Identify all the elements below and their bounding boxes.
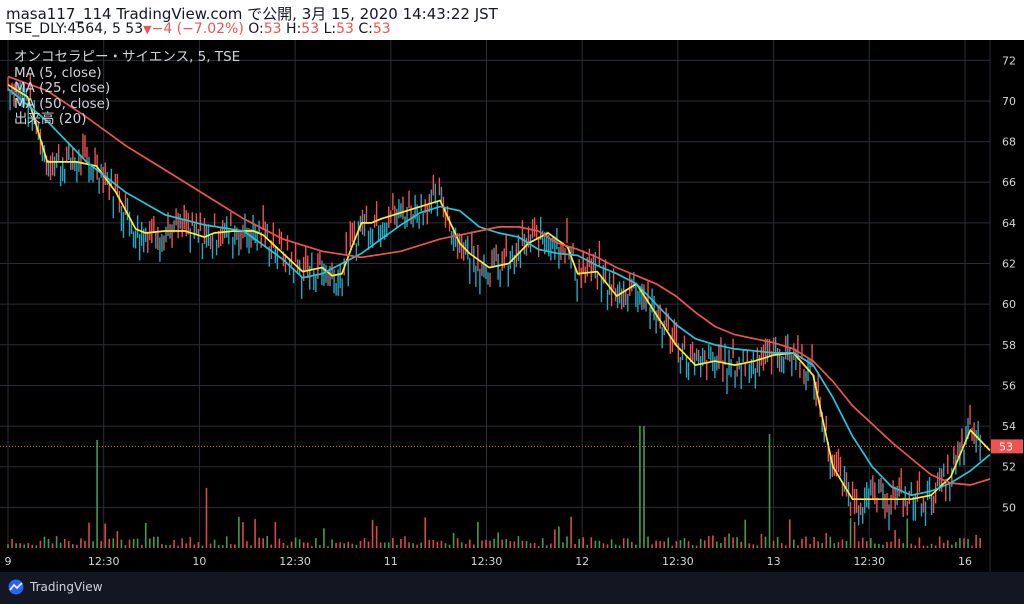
price-tick-label: 68 [1002, 136, 1016, 149]
last-price-label: 53 [999, 440, 1013, 453]
close-label: C: [358, 21, 373, 37]
price-chart[interactable]: 50 52 54 56 58 60 62 64 66 68 70 72 53 9 12:30 10 12:30… [0, 40, 1024, 572]
price-tick-label: 54 [1002, 420, 1016, 433]
tradingview-logo-icon[interactable] [6, 579, 26, 595]
low-value: 53 [336, 21, 354, 37]
tradingview-brand[interactable]: TradingView [30, 580, 103, 594]
legend-volume[interactable]: 出来高 (20) [14, 111, 87, 127]
footer-bar [0, 572, 1024, 604]
ohlc-readout: TSE_DLY:4564, 5 53▼−4 (−7.02%) O:53 H:53… [6, 21, 391, 37]
chart-background [0, 40, 1024, 572]
high-value: 53 [301, 21, 320, 37]
chart-legend: オンコセラピー・サイエンス, 5, TSE MA (5, close) MA (… [14, 49, 241, 128]
ma50-line [7, 75, 991, 486]
ma-lines [7, 75, 991, 501]
time-axis[interactable]: 9 12:30 10 12:30 11 12:30 12 12:30 13 12:30 16 [5, 555, 973, 568]
time-tick-label: 11 [384, 555, 398, 568]
time-tick-label: 12:30 [88, 555, 120, 568]
price-tick-label: 56 [1002, 379, 1016, 392]
open-value: 53 [263, 21, 282, 37]
low-label: L: [323, 21, 337, 37]
time-tick-label: 12:30 [279, 555, 311, 568]
change-value: −4 (−7.02%) [151, 21, 244, 37]
ma5-line [7, 83, 991, 501]
time-tick-label: 10 [192, 555, 206, 568]
legend-ma25[interactable]: MA (25, close) [14, 80, 111, 96]
price-tick-label: 66 [1002, 176, 1016, 189]
symbol-label: TSE_DLY:4564, 5 53 [6, 21, 144, 37]
ma25-line [7, 88, 991, 497]
price-axis[interactable]: 50 52 54 56 58 60 62 64 66 68 70 72 53 [991, 54, 1023, 514]
legend-ma5[interactable]: MA (5, close) [14, 64, 102, 81]
price-tick-label: 64 [1002, 217, 1016, 230]
price-tick-label: 72 [1002, 54, 1016, 67]
time-tick-label: 12:30 [471, 555, 503, 568]
down-arrow-icon: ▼ [143, 23, 152, 36]
close-value: 53 [372, 21, 391, 37]
publish-info: masa117_114 TradingView.com で公開, 3月 15, … [6, 5, 498, 23]
last-price-badge [991, 439, 1023, 454]
legend-title: オンコセラピー・サイエンス, 5, TSE [14, 49, 241, 65]
price-tick-label: 58 [1002, 339, 1016, 352]
time-tick-label: 12:30 [662, 555, 694, 568]
open-label: O: [248, 21, 264, 37]
price-tick-label: 60 [1002, 298, 1016, 311]
price-tick-label: 50 [1002, 501, 1016, 514]
price-tick-label: 70 [1002, 95, 1016, 108]
time-tick-label: 9 [5, 555, 12, 568]
high-label: H: [286, 21, 302, 37]
chart-grid [0, 40, 991, 572]
volume-bars [7, 426, 981, 548]
time-tick-label: 12 [575, 555, 589, 568]
time-tick-label: 12:30 [853, 555, 885, 568]
price-tick-label: 62 [1002, 258, 1016, 271]
legend-ma50[interactable]: MA (50, close) [14, 95, 111, 112]
chart-header: masa117_114 TradingView.com で公開, 3月 15, … [0, 0, 1024, 40]
price-tick-label: 52 [1002, 461, 1016, 474]
time-tick-label: 16 [958, 555, 972, 568]
time-tick-label: 13 [767, 555, 781, 568]
